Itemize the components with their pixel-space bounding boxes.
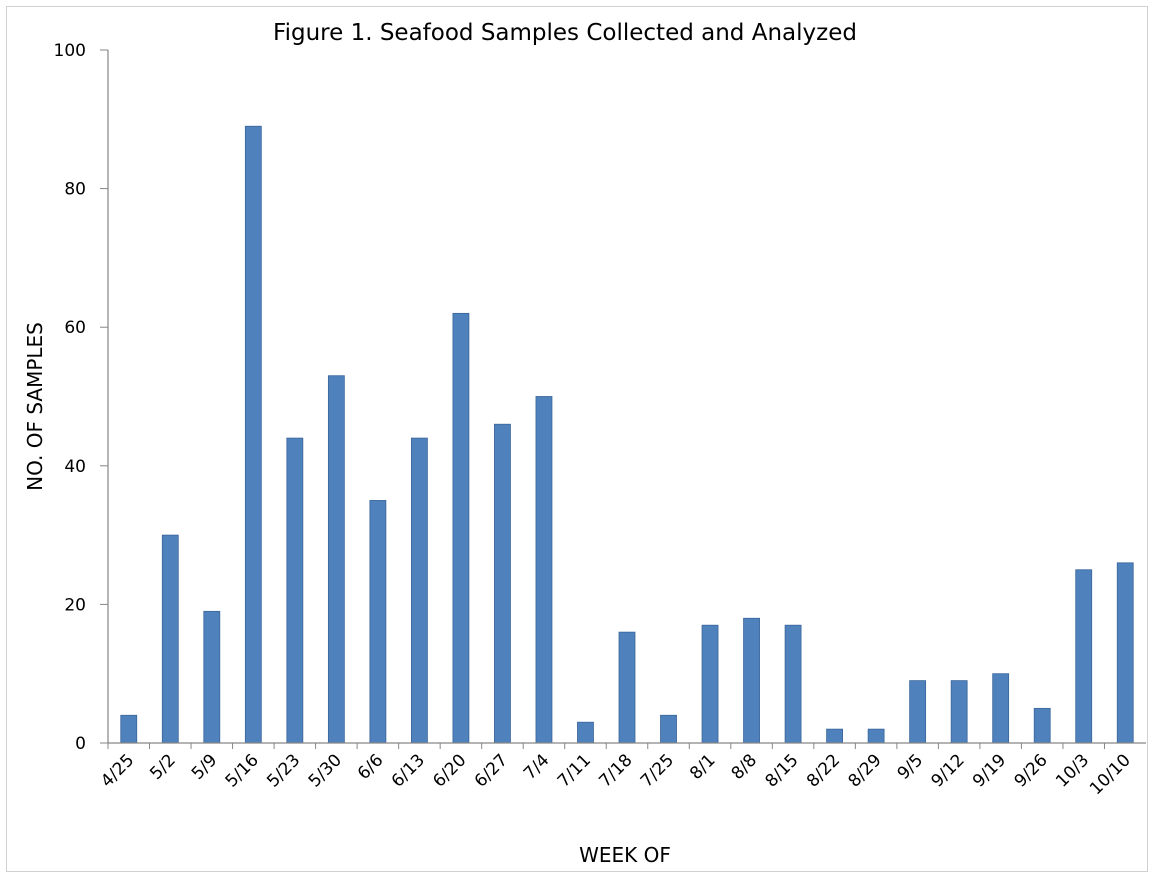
x-tick-label: 9/12 [928, 750, 969, 791]
bar-5/16 [244, 125, 262, 744]
bar-5/30 [327, 375, 345, 744]
x-tick-label: 8/1 [686, 750, 719, 783]
x-tick-label: 5/16 [222, 750, 263, 791]
bar-5/9 [203, 610, 221, 744]
y-axis-ticks: 0 20 40 60 80 100 [54, 41, 108, 754]
x-tick-label: 6/13 [388, 750, 429, 791]
x-axis-ticks: 4/25 5/2 5/9 5/16 5/23 5/30 6/6 6/13 6/20 6/27 7/4… [97, 743, 1135, 799]
bar-8/1 [701, 624, 719, 744]
x-axis-title: WEEK OF [579, 843, 671, 867]
bar-6/20 [452, 312, 470, 744]
y-tick-label: 80 [64, 180, 86, 200]
bar-8/29 [867, 728, 885, 744]
x-tick-label: 7/4 [520, 750, 553, 783]
bar-10/10 [1116, 562, 1134, 744]
y-axis-title: NO. OF SAMPLES [23, 322, 47, 491]
bar-5/23 [286, 437, 304, 744]
x-tick-label: 10/10 [1086, 750, 1135, 799]
bar-8/22 [826, 728, 843, 744]
x-tick-label: 9/5 [894, 750, 927, 783]
bar-8/8 [743, 617, 760, 744]
x-tick-label: 8/29 [845, 750, 886, 791]
y-tick-label: 20 [64, 595, 86, 615]
bar-6/13 [410, 437, 428, 744]
y-tick-label: 0 [75, 734, 86, 754]
x-tick-label: 7/18 [595, 750, 636, 791]
bar-9/12 [950, 680, 968, 744]
bar-9/19 [992, 673, 1010, 744]
bar-8/15 [784, 624, 802, 744]
bar-5/2 [161, 534, 179, 744]
chart-title: Figure 1. Seafood Samples Collected and … [273, 20, 857, 46]
bar-7/4 [535, 396, 553, 744]
x-tick-label: 5/30 [305, 750, 346, 791]
bar-9/5 [909, 680, 927, 744]
y-tick-label: 60 [64, 318, 86, 338]
x-tick-label: 8/15 [761, 750, 802, 791]
x-tick-label: 5/9 [188, 750, 221, 783]
x-tick-label: 6/20 [429, 750, 470, 791]
x-tick-label: 7/25 [637, 750, 678, 791]
bar-4/25 [120, 714, 138, 744]
x-tick-label: 9/19 [969, 750, 1010, 791]
bar-10/3 [1075, 569, 1093, 744]
bars-group [120, 125, 1134, 744]
x-tick-label: 7/11 [554, 750, 595, 791]
x-tick-label: 8/8 [728, 750, 761, 783]
y-tick-label: 100 [54, 41, 86, 61]
x-tick-label: 6/6 [354, 750, 387, 783]
x-tick-label: 4/25 [97, 750, 138, 791]
y-tick-label: 40 [64, 457, 86, 477]
x-tick-label: 9/26 [1011, 750, 1052, 791]
bar-9/26 [1033, 707, 1051, 744]
bar-6/6 [369, 500, 387, 744]
x-tick-label: 5/2 [146, 750, 179, 783]
x-tick-label: 6/27 [471, 750, 512, 791]
bar-6/27 [494, 423, 511, 744]
bar-7/18 [618, 631, 636, 744]
x-tick-label: 5/23 [263, 750, 304, 791]
bar-7/11 [577, 721, 594, 744]
bar-7/25 [660, 714, 677, 744]
x-tick-label: 8/22 [803, 750, 844, 791]
